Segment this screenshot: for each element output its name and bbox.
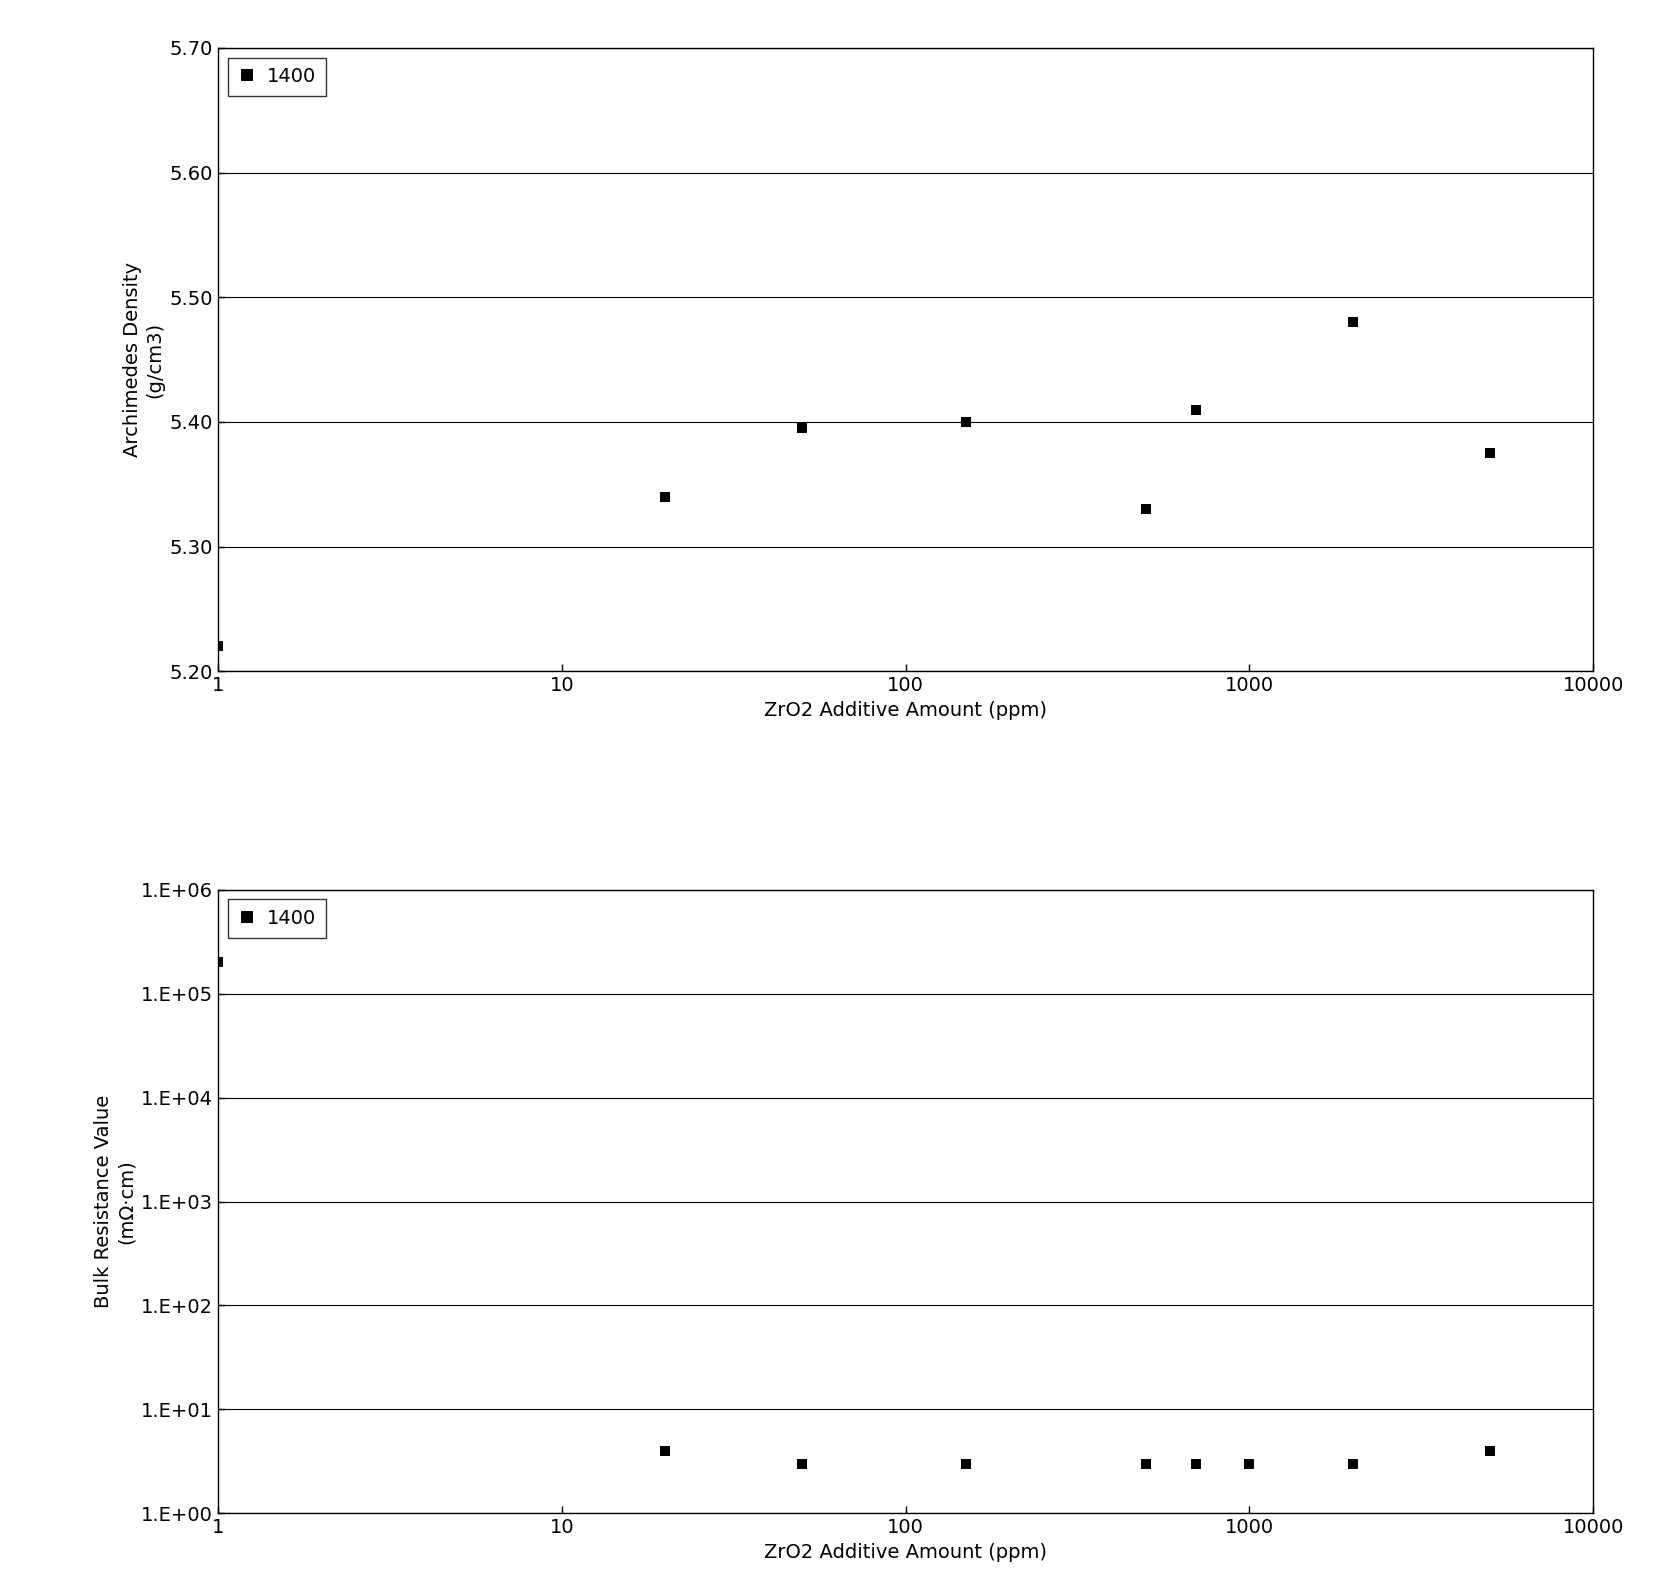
Y-axis label: Bulk Resistance Value
(mΩ·cm): Bulk Resistance Value (mΩ·cm)	[94, 1094, 136, 1308]
Legend: 1400: 1400	[228, 57, 325, 96]
X-axis label: ZrO2 Additive Amount (ppm): ZrO2 Additive Amount (ppm)	[765, 701, 1046, 720]
Y-axis label: Archimedes Density
(g/cm3): Archimedes Density (g/cm3)	[122, 263, 164, 457]
Legend: 1400: 1400	[228, 900, 325, 938]
X-axis label: ZrO2 Additive Amount (ppm): ZrO2 Additive Amount (ppm)	[765, 1542, 1046, 1561]
